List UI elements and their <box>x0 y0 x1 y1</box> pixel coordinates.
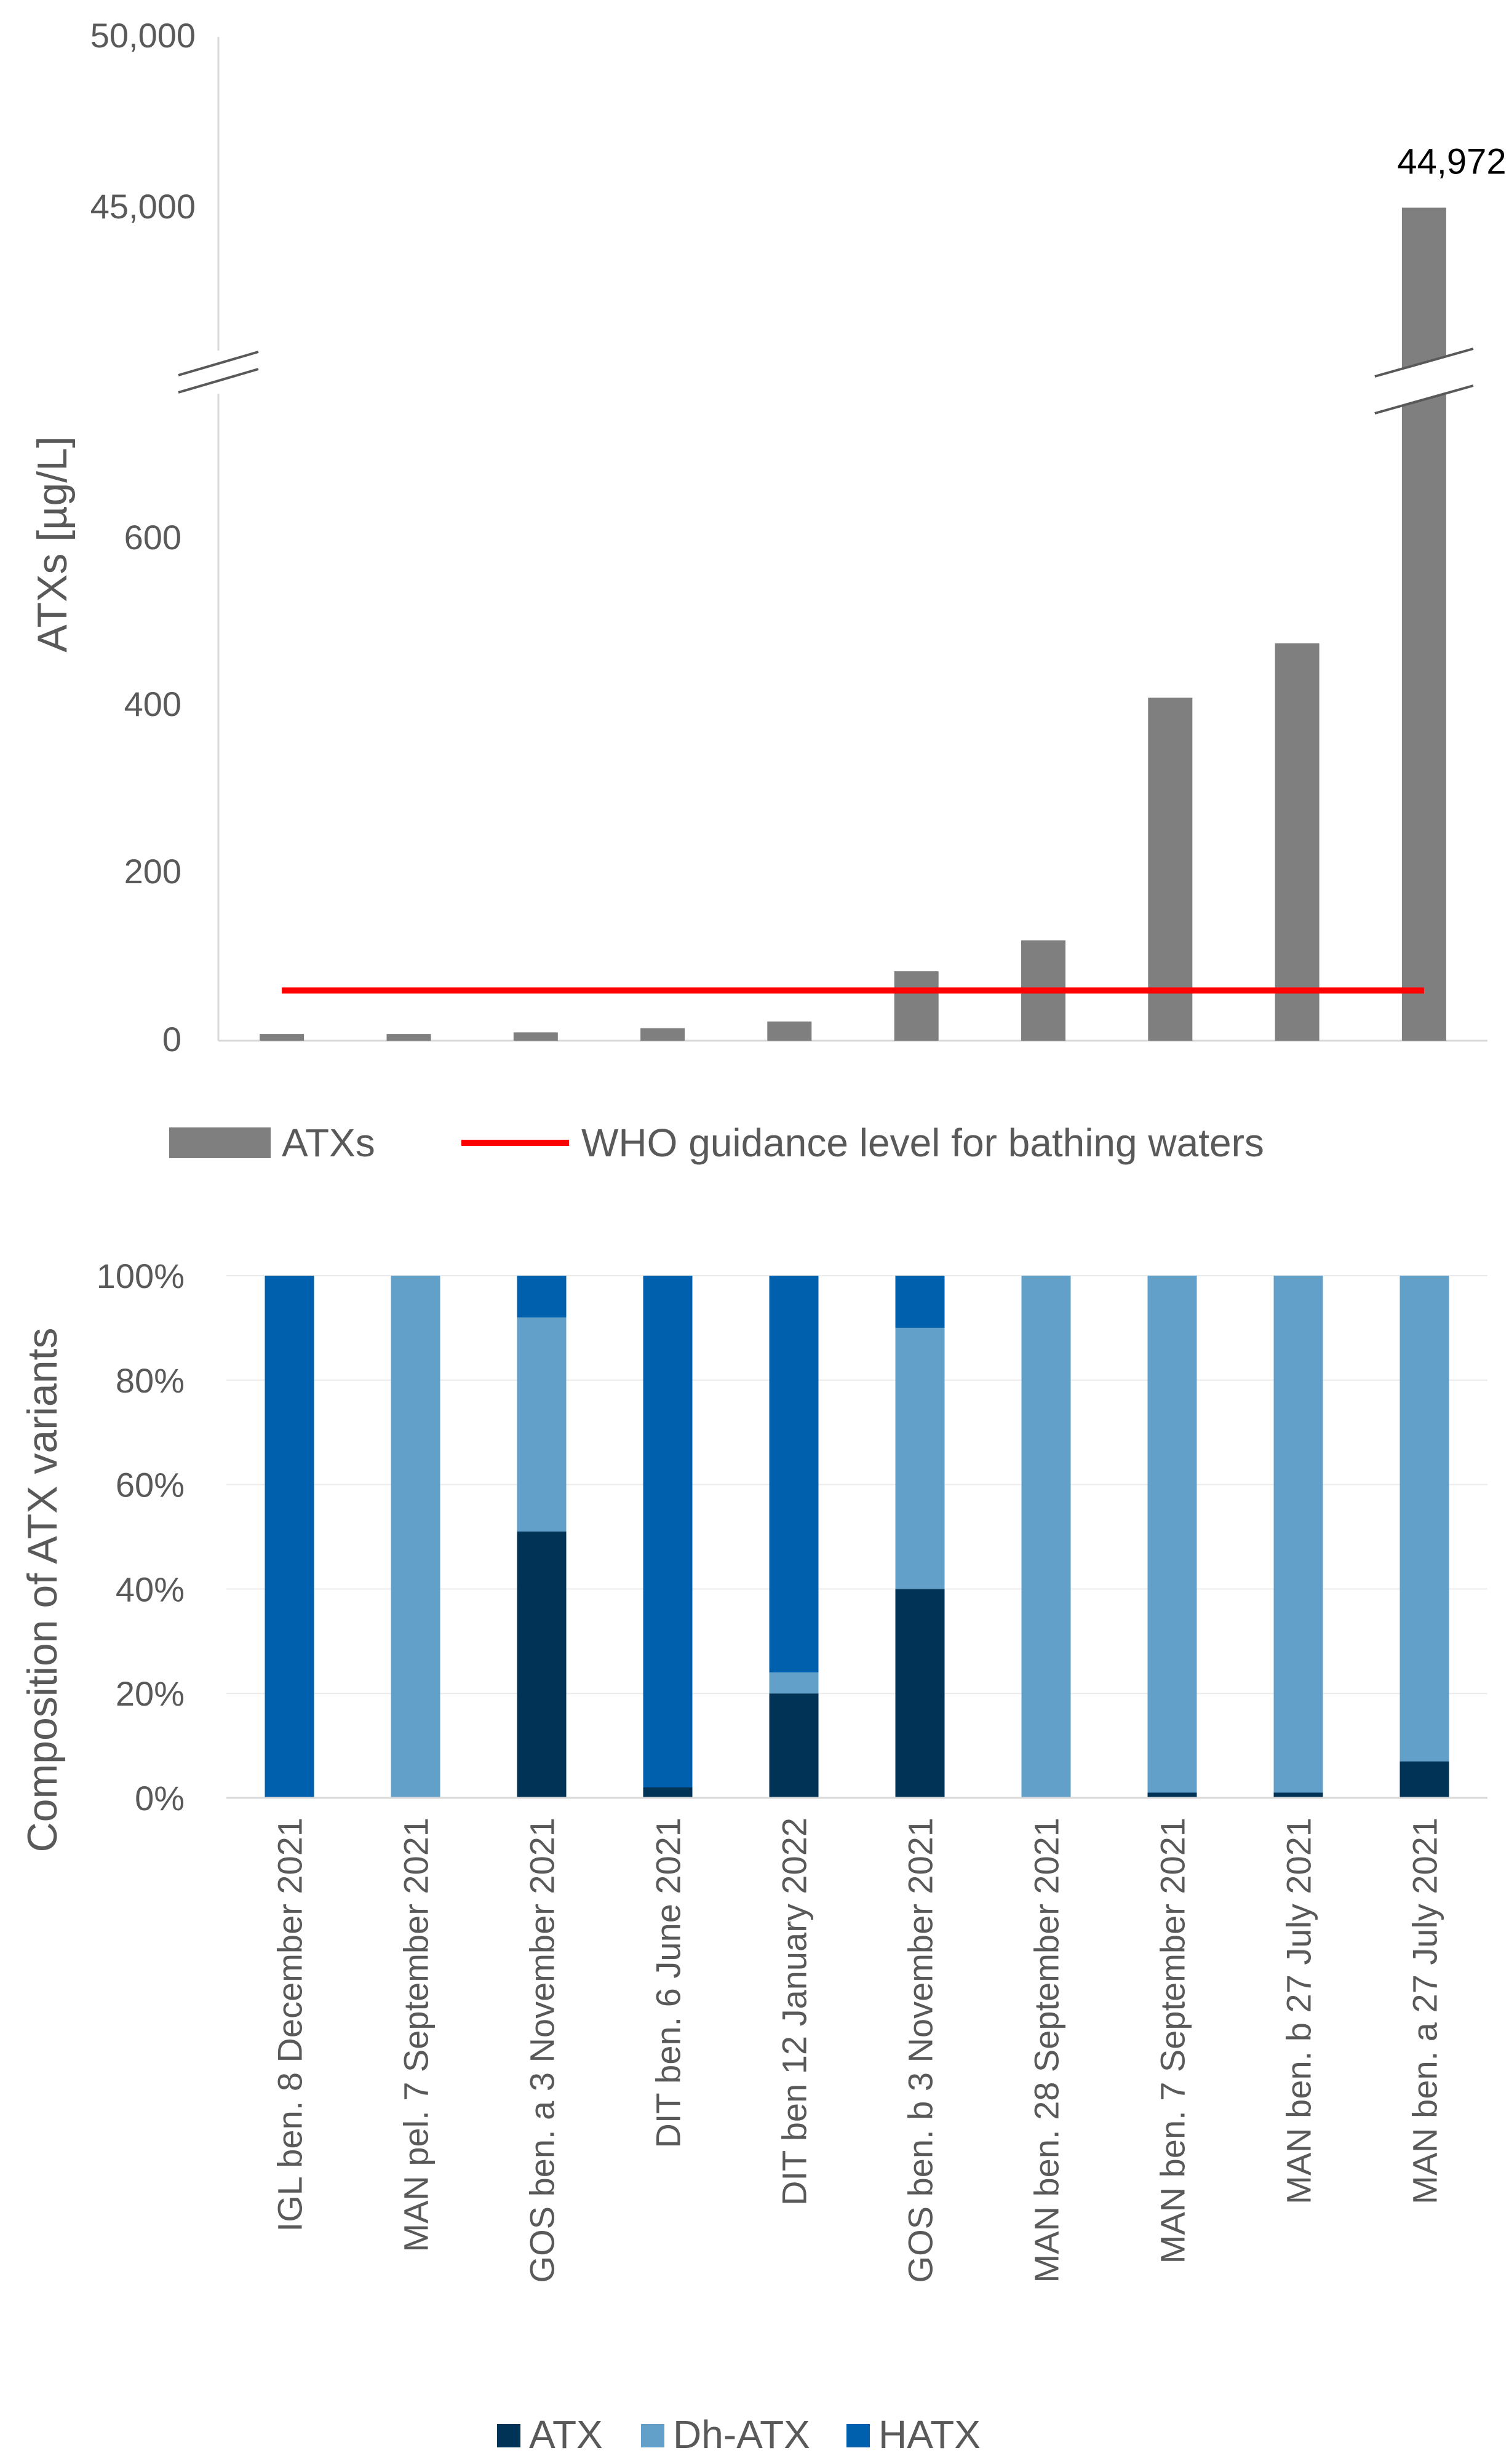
segment-atx-gos-ben-a-3-november-2021 <box>517 1532 567 1798</box>
segment-atx-man-ben-a-27-july-2021 <box>1400 1761 1449 1798</box>
x-tick-label-man-ben-a-27-july-2021: MAN ben. a 27 July 2021 <box>1406 1818 1444 2204</box>
bar-dit-ben-12-january-2022 <box>767 1021 812 1041</box>
legend-swatch-atxs <box>169 1127 271 1158</box>
bar-break-line-lower <box>1374 384 1474 415</box>
segment-dh-atx-man-pel-7-september-2021 <box>391 1276 440 1798</box>
bar-man-ben-b-27-july-2021 <box>1275 643 1320 1041</box>
bar-gos-ben-a-3-november-2021 <box>513 1032 558 1041</box>
x-tick-label-man-ben-28-september-2021: MAN ben. 28 September 2021 <box>1027 1818 1066 2283</box>
segment-hatx-gos-ben-b-3-november-2021 <box>895 1276 945 1328</box>
segment-atx-dit-ben-12-january-2022 <box>769 1693 819 1798</box>
legend-label-hatx: HATX <box>878 2412 981 2457</box>
legend-swatch-hatx <box>846 2424 870 2447</box>
y-tick-label-600: 600 <box>124 518 181 557</box>
bar-man-pel-7-september-2021 <box>386 1034 431 1041</box>
legend-label-who: WHO guidance level for bathing waters <box>581 1121 1264 1165</box>
x-tick-label-man-ben-7-september-2021: MAN ben. 7 September 2021 <box>1153 1818 1192 2263</box>
x-tick-label-dit-ben-12-january-2022: DIT ben 12 January 2022 <box>775 1818 814 2206</box>
y-axis-title: ATXs [µg/L] <box>29 436 76 653</box>
y-tick-label-80: 80% <box>116 1361 185 1400</box>
y-tick-label-50000: 50,000 <box>90 16 196 55</box>
x-tick-label-dit-ben-6-june-2021: DIT ben. 6 June 2021 <box>649 1818 688 2148</box>
legend: ATX Dh-ATX HATX <box>497 2412 981 2457</box>
x-category-labels: IGL ben. 8 December 2021 MAN pel. 7 Septe… <box>271 1818 1444 2283</box>
y-tick-label-45000: 45,000 <box>90 187 196 226</box>
legend-swatch-atx <box>497 2424 520 2447</box>
segment-atx-man-ben-b-27-july-2021 <box>1273 1792 1323 1798</box>
segment-hatx-dit-ben-12-january-2022 <box>769 1276 819 1673</box>
legend-swatch-dh-atx <box>641 2424 664 2447</box>
y-axis-title: Composition of ATX variants <box>19 1328 66 1853</box>
bar-break-line-upper <box>1374 348 1474 378</box>
y-tick-label-40: 40% <box>116 1570 185 1608</box>
bar-gos-ben-b-3-november-2021 <box>894 971 939 1041</box>
y-tick-label-0: 0% <box>135 1779 185 1818</box>
y-tick-labels: 0% 20% 40% 60% 80% 100% <box>97 1257 185 1818</box>
y-tick-label-100: 100% <box>97 1257 185 1295</box>
y-tick-label-20: 20% <box>116 1674 185 1713</box>
segment-atx-dit-ben-6-june-2021 <box>643 1787 693 1798</box>
legend-label-atxs: ATXs <box>282 1121 375 1165</box>
x-tick-label-gos-ben-a-3-november-2021: GOS ben. a 3 November 2021 <box>523 1818 562 2283</box>
segment-dh-atx-gos-ben-a-3-november-2021 <box>517 1317 567 1532</box>
x-tick-label-man-ben-b-27-july-2021: MAN ben. b 27 July 2021 <box>1280 1818 1318 2204</box>
x-tick-label-gos-ben-b-3-november-2021: GOS ben. b 3 November 2021 <box>901 1818 940 2283</box>
bar-man-ben-7-september-2021 <box>1148 697 1193 1041</box>
bar-man-ben-a-27-july-2021 <box>1401 207 1446 1041</box>
y-tick-label-60: 60% <box>116 1466 185 1504</box>
segment-hatx-dit-ben-6-june-2021 <box>643 1276 693 1787</box>
segment-dh-atx-man-ben-7-september-2021 <box>1147 1276 1197 1793</box>
segment-atx-man-ben-7-september-2021 <box>1147 1792 1197 1798</box>
x-tick-label-man-pel-7-september-2021: MAN pel. 7 September 2021 <box>397 1818 436 2252</box>
segment-dh-atx-dit-ben-12-january-2022 <box>769 1672 819 1694</box>
segment-hatx-igl-ben-8-december-2021 <box>265 1276 314 1798</box>
legend-label-atx: ATX <box>529 2412 603 2457</box>
bar-igl-ben-8-december-2021 <box>260 1034 305 1041</box>
y-tick-label-0: 0 <box>162 1020 181 1059</box>
y-axis-break-marker <box>177 338 260 406</box>
atx-composition-chart: 0% 20% 40% 60% 80% 100% Composition of ATX va… <box>19 1257 1487 2457</box>
stacked-bars <box>265 1276 1449 1798</box>
y-tick-label-400: 400 <box>124 685 181 723</box>
segment-dh-atx-man-ben-a-27-july-2021 <box>1400 1276 1449 1762</box>
legend: ATXs WHO guidance level for bathing wate… <box>169 1121 1264 1165</box>
atx-bars <box>260 207 1446 1041</box>
y-tick-label-200: 200 <box>124 852 181 891</box>
y-tick-labels: 50,000 45,000 600 400 200 0 <box>90 16 196 1059</box>
segment-dh-atx-gos-ben-b-3-november-2021 <box>895 1327 945 1589</box>
segment-atx-gos-ben-b-3-november-2021 <box>895 1589 945 1798</box>
tall-bar-break-marker <box>1374 348 1474 415</box>
legend-label-dh-atx: Dh-ATX <box>673 2412 810 2457</box>
segment-dh-atx-man-ben-b-27-july-2021 <box>1273 1276 1323 1793</box>
atx-concentration-chart: 50,000 45,000 600 400 200 0 ATXs [µg/L] … <box>29 16 1507 1165</box>
segment-hatx-gos-ben-a-3-november-2021 <box>517 1276 567 1317</box>
bar-break-gap <box>1374 348 1473 414</box>
data-label-max: 44,972 <box>1397 142 1506 182</box>
x-tick-label-igl-ben-8-december-2021: IGL ben. 8 December 2021 <box>271 1818 309 2232</box>
segment-dh-atx-man-ben-28-september-2021 <box>1021 1276 1071 1798</box>
bar-dit-ben-6-june-2021 <box>640 1028 685 1041</box>
